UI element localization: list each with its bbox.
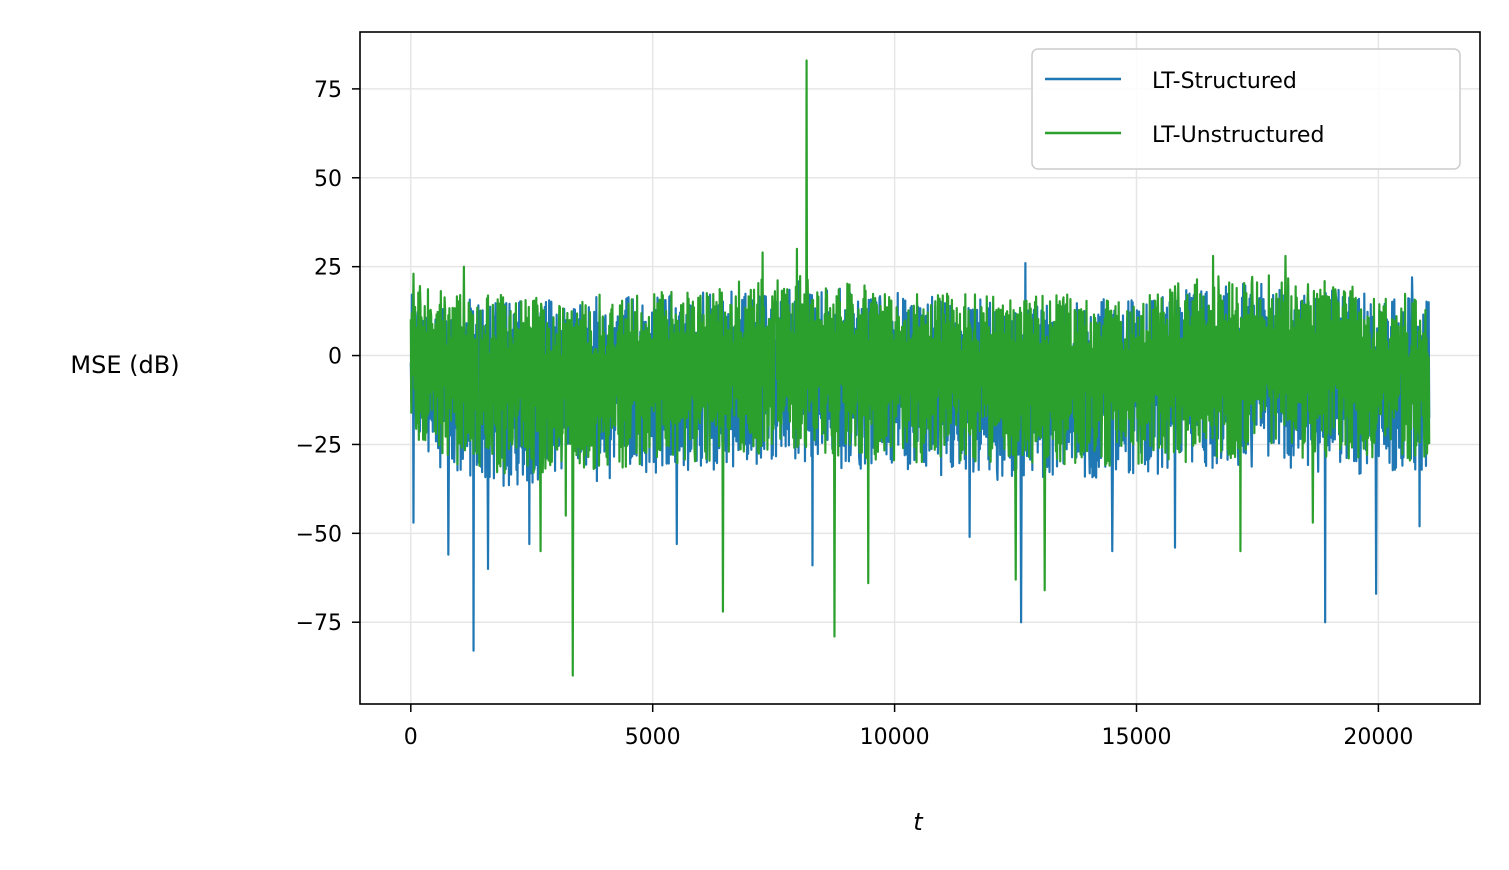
x-tick-label: 0	[404, 725, 418, 750]
legend-label-lt-structured: LT-Structured	[1152, 69, 1297, 94]
y-tick-label: −25	[296, 433, 342, 458]
plot-frame	[359, 31, 1481, 705]
y-tick-label: −75	[296, 611, 342, 636]
x-tick-label: 5000	[625, 725, 681, 750]
y-tick-label: 75	[314, 78, 342, 103]
x-axis: 0 5000 10000 15000 20000	[404, 704, 1413, 750]
legend-box	[1031, 48, 1461, 170]
y-tick-label: 0	[328, 345, 342, 370]
x-tick-label: 10000	[860, 725, 930, 750]
x-axis-label: t	[913, 808, 924, 836]
y-axis: 75 50 25 0 −25 −50 −75	[296, 78, 360, 636]
legend: LT-Structured LT-Unstructured	[1031, 48, 1461, 170]
y-tick-label: −50	[296, 522, 342, 547]
y-tick-label: 50	[314, 167, 342, 192]
series-line-lt-unstructured	[409, 59, 1431, 677]
y-tick-label: 25	[314, 256, 342, 281]
legend-label-lt-unstructured: LT-Unstructured	[1152, 123, 1324, 148]
y-axis-label: MSE (dB)	[70, 351, 179, 379]
series-layer	[409, 59, 1431, 677]
x-tick-label: 15000	[1102, 725, 1172, 750]
x-tick-label: 20000	[1343, 725, 1413, 750]
